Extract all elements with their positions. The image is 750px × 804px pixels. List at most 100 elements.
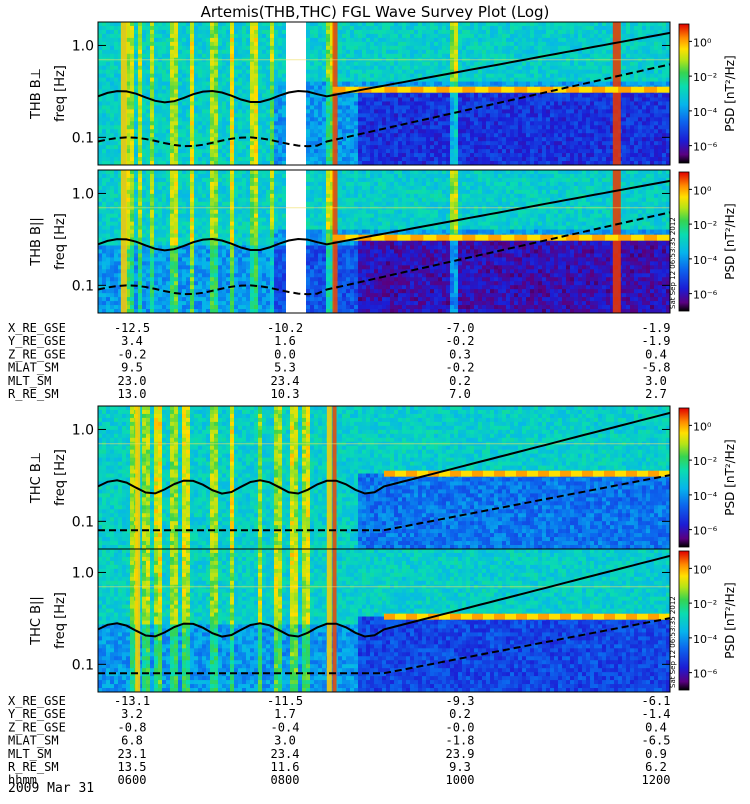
spectrogram-cell — [158, 157, 162, 161]
spectrogram-cell — [110, 117, 114, 121]
spectrogram-cell — [258, 109, 262, 113]
spectrogram-cell — [202, 78, 206, 82]
spectrogram-cell — [574, 129, 578, 133]
spectrogram-cell — [402, 141, 406, 145]
spectrogram-cell — [634, 101, 638, 105]
spectrogram-cell — [410, 62, 414, 66]
spectrogram-cell — [394, 54, 398, 58]
spectrogram-cell — [570, 125, 574, 129]
spectrogram-cell — [550, 74, 554, 78]
spectrogram-cell — [438, 129, 442, 133]
spectrogram-cell — [206, 101, 210, 105]
spectrogram-cell — [138, 129, 142, 133]
spectrogram-cell — [218, 109, 222, 113]
spectrogram-cell — [438, 105, 442, 109]
spectrogram-cell — [414, 34, 418, 38]
spectrogram-cell — [142, 101, 146, 105]
spectrogram-cell — [166, 121, 170, 125]
spectrogram-cell — [502, 26, 506, 30]
spectrogram-cell — [470, 46, 474, 50]
spectrogram-cell — [390, 141, 394, 145]
spectrogram-cell — [646, 149, 650, 153]
spectrogram-cell — [318, 129, 322, 133]
spectrogram-cell — [114, 50, 118, 54]
spectrogram-cell — [390, 30, 394, 34]
spectrogram-cell — [558, 74, 562, 78]
spectrogram-cell — [478, 153, 482, 157]
spectrogram-cell — [594, 121, 598, 125]
spectrogram-cell — [254, 117, 258, 121]
spectrogram-cell — [602, 46, 606, 50]
spectrogram-cell — [102, 105, 106, 109]
spectrogram-cell — [278, 50, 282, 54]
spectrogram-cell — [566, 54, 570, 58]
spectrogram-cell — [502, 54, 506, 58]
spectrogram-cell — [326, 46, 330, 50]
spectrogram-cell — [98, 34, 102, 38]
spectrogram-cell — [582, 137, 586, 141]
spectrogram-cell — [466, 141, 470, 145]
spectrogram-cell — [214, 125, 218, 129]
spectrogram-cell — [466, 54, 470, 58]
spectrogram-cell — [626, 101, 630, 105]
spectrogram-cell — [430, 157, 434, 161]
spectrogram-cell — [638, 101, 642, 105]
spectrogram-cell — [370, 117, 374, 121]
spectrogram-cell — [362, 82, 366, 86]
spectrogram-cell — [566, 109, 570, 113]
spectrogram-cell — [206, 97, 210, 101]
spectrogram-cell — [622, 54, 626, 58]
spectrogram-cell — [346, 117, 350, 121]
spectrogram-cell — [278, 38, 282, 42]
spectrogram-cell — [526, 121, 530, 125]
spectrogram-cell — [582, 153, 586, 157]
spectrogram-cell — [446, 82, 450, 86]
spectrogram-cell — [210, 105, 214, 109]
spectrogram-cell — [254, 109, 258, 113]
spectrogram-cell — [242, 125, 246, 129]
spectrogram-cell — [246, 90, 250, 94]
spectrogram-cell — [246, 153, 250, 157]
spectrogram-cell — [142, 38, 146, 42]
spectrogram-cell — [278, 129, 282, 133]
spectrogram-cell — [230, 97, 234, 101]
spectrogram-cell — [566, 125, 570, 129]
spectrogram-cell — [318, 105, 322, 109]
spectrogram-cell — [594, 62, 598, 66]
spectrogram-cell — [534, 70, 538, 74]
spectrogram-cell — [554, 26, 558, 30]
spectrogram-cell — [386, 42, 390, 46]
spectrogram-cell — [262, 22, 266, 26]
spectrogram-cell — [586, 101, 590, 105]
spectrogram-cell — [418, 153, 422, 157]
spectrogram-cell — [270, 141, 274, 145]
spectrogram-cell — [370, 121, 374, 125]
spectrogram-cell — [350, 137, 354, 141]
spectrogram-cell — [546, 97, 550, 101]
spectrogram-cell — [370, 22, 374, 26]
spectrogram-cell — [462, 50, 466, 54]
spectrogram-cell — [346, 46, 350, 50]
spectrogram-cell — [598, 34, 602, 38]
spectrogram-cell — [482, 34, 486, 38]
spectrogram-cell — [374, 145, 378, 149]
spectrogram-cell — [202, 42, 206, 46]
spectrogram-cell — [262, 109, 266, 113]
spectrogram-cell — [402, 129, 406, 133]
spectrogram-cell — [106, 54, 110, 58]
spectrogram-cell — [138, 22, 142, 26]
spectrogram-cell — [454, 157, 458, 161]
spectrogram-cell — [374, 133, 378, 137]
spectrogram-cell — [230, 22, 234, 26]
spectrogram-cell — [590, 30, 594, 34]
spectrogram-cell — [626, 42, 630, 46]
spectrogram-cell — [542, 97, 546, 101]
spectrogram-cell — [566, 157, 570, 161]
spectrogram-cell — [442, 153, 446, 157]
spectrogram-cell — [282, 34, 286, 38]
spectrogram-cell — [494, 42, 498, 46]
spectrogram-cell — [346, 121, 350, 125]
spectrogram-cell — [234, 105, 238, 109]
spectrogram-cell — [306, 54, 310, 58]
spectrogram-cell — [634, 137, 638, 141]
